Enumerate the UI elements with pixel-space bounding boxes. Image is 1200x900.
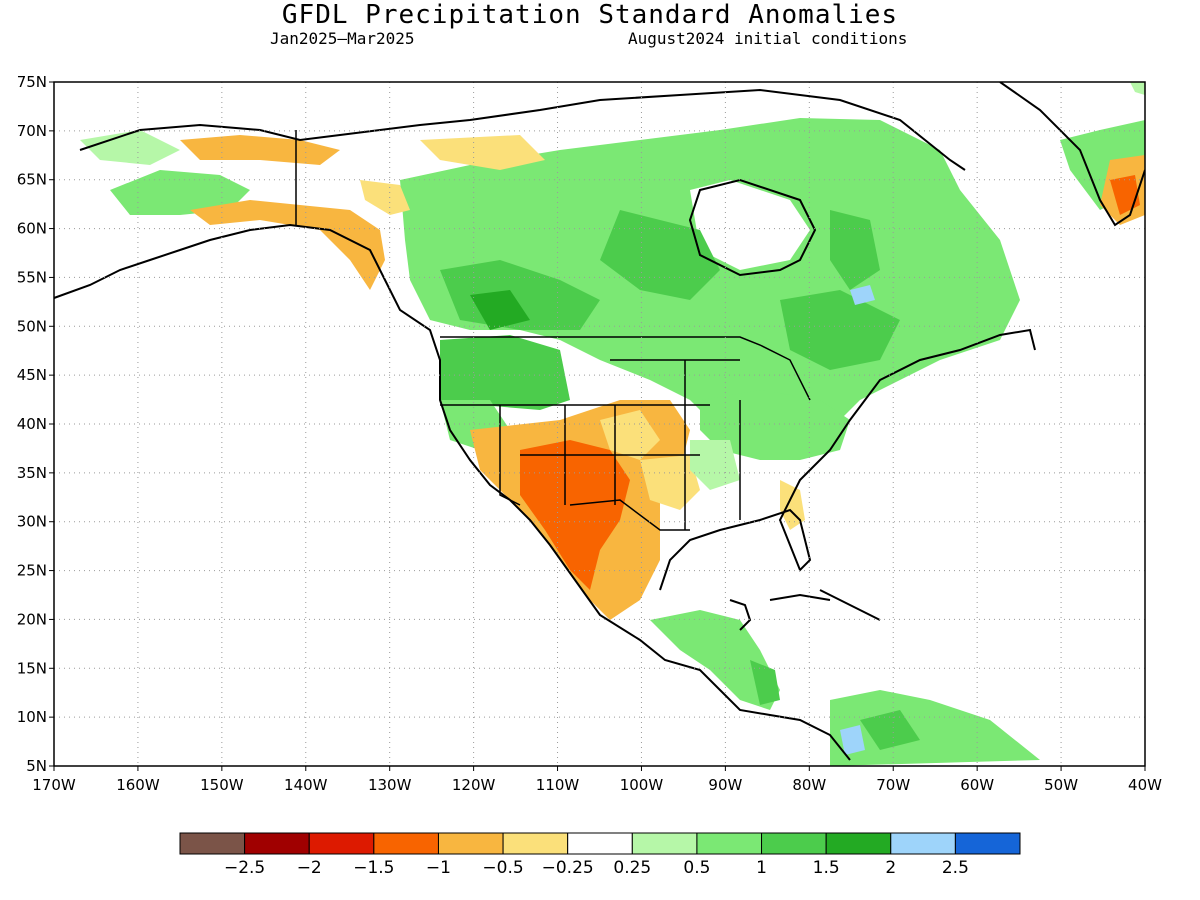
colorbar-label: 2.5 (942, 858, 969, 878)
colorbar-label: −2.5 (224, 858, 265, 878)
longitude-tick-label: 90W (708, 776, 742, 794)
latitude-tick-label: 70N (17, 122, 47, 140)
colorbar-swatch (179, 832, 246, 855)
colorbar (179, 832, 1021, 855)
latitude-tick-label: 45N (17, 366, 47, 384)
light-blue-patch (850, 285, 875, 305)
colorbar-label: −2 (297, 858, 322, 878)
longitude-tick-label: 140W (284, 776, 328, 794)
longitude-tick-label: 120W (452, 776, 496, 794)
latitude-tick-label: 30N (17, 513, 47, 531)
longitude-tick-label: 100W (620, 776, 664, 794)
latitude-tick-label: 65N (17, 171, 47, 189)
colorbar-swatch (437, 832, 504, 855)
latitude-tick-label: 75N (17, 73, 47, 91)
colorbar-label: 0.5 (683, 858, 710, 878)
longitude-tick-label: 160W (116, 776, 160, 794)
forecast-period: Jan2025–Mar2025 (270, 29, 415, 48)
longitude-labels: 170W 160W 150W 140W 130W 120W 110W 100W 90W 80W 70… (32, 776, 1162, 794)
latitude-tick-label: 50N (17, 317, 47, 335)
political-borders (295, 130, 811, 531)
coastlines (54, 82, 1145, 761)
colorbar-label: 1.5 (813, 858, 840, 878)
colorbar-swatch (502, 832, 569, 855)
latitude-tick-label: 15N (17, 659, 47, 677)
colorbar-label: −1 (426, 858, 451, 878)
plot-frame (53, 81, 1146, 767)
colorbar-swatch (696, 832, 763, 855)
colorbar-swatch (244, 832, 310, 855)
colorbar-label: 1 (756, 858, 767, 878)
latitude-tick-label: 25N (17, 562, 47, 580)
colorbar-label: −0.5 (482, 858, 523, 878)
latitude-tick-label: 40N (17, 415, 47, 433)
colorbar-swatch (373, 832, 439, 855)
colorbar-swatch (761, 832, 827, 855)
map-title: GFDL Precipitation Standard Anomalies (281, 0, 899, 30)
dark-green-patch (470, 290, 530, 330)
red-orange-region-southwest (520, 440, 630, 590)
latitude-tick-label: 5N (26, 757, 47, 775)
colorbar-label: 0.25 (613, 858, 651, 878)
longitude-tick-label: 50W (1044, 776, 1078, 794)
latitude-tick-label: 55N (17, 268, 47, 286)
colorbar-swatch (825, 832, 892, 855)
longitude-tick-label: 110W (536, 776, 580, 794)
latitude-tick-label: 35N (17, 464, 47, 482)
initial-conditions: August2024 initial conditions (628, 29, 908, 48)
longitude-tick-label: 150W (200, 776, 244, 794)
colorbar-swatch (890, 832, 956, 855)
latitude-tick-label: 20N (17, 610, 47, 628)
colorbar-swatch (954, 832, 1021, 855)
colorbar-swatch (631, 832, 698, 855)
longitude-tick-label: 170W (32, 776, 76, 794)
latitude-labels: 75N 70N 65N 60N 55N 50N 45N 40N 35N 30N 25N 20N 15N 1… (17, 73, 47, 775)
longitude-tick-label: 130W (368, 776, 412, 794)
colorbar-label: 2 (885, 858, 896, 878)
longitude-tick-label: 40W (1128, 776, 1162, 794)
colorbar-label: −0.25 (542, 858, 594, 878)
longitude-tick-label: 60W (960, 776, 994, 794)
graticule (49, 81, 1146, 771)
colorbar-swatch (308, 832, 375, 855)
longitude-tick-label: 80W (792, 776, 826, 794)
anomaly-shading (80, 82, 1145, 766)
colorbar-swatch (567, 832, 633, 855)
latitude-tick-label: 60N (17, 220, 47, 238)
longitude-tick-label: 70W (876, 776, 910, 794)
colorbar-label: −1.5 (353, 858, 394, 878)
orange-region-alaska (180, 135, 340, 165)
latitude-tick-label: 10N (17, 708, 47, 726)
colorbar-labels: −2.5 −2 −1.5 −1 −0.5 −0.25 0.25 0.5 1 1.5 2 2.5 (224, 858, 969, 878)
